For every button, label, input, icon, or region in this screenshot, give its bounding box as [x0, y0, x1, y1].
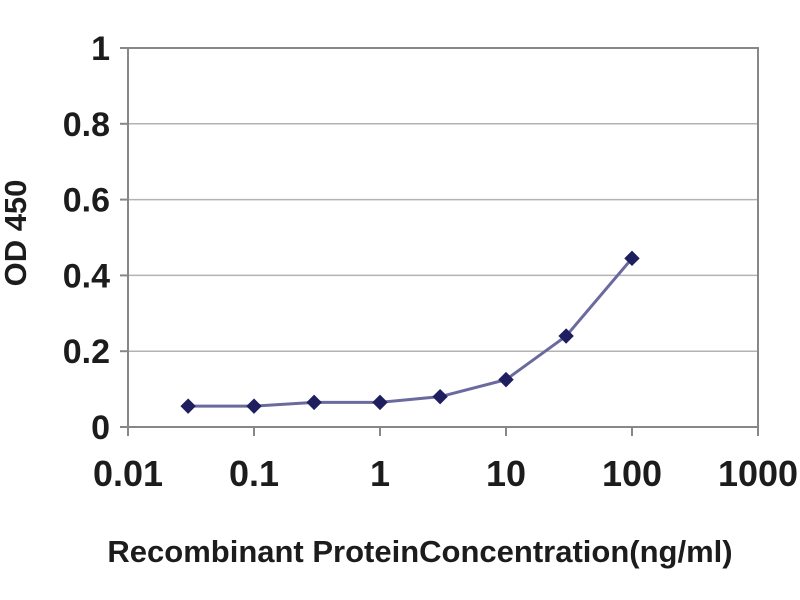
x-tick-label: 100 [602, 453, 662, 494]
y-axis-title: OD 450 [0, 179, 33, 287]
y-tick-label: 0.6 [63, 182, 110, 220]
x-tick-label: 1000 [718, 453, 798, 494]
y-tick-label: 0.4 [63, 257, 110, 295]
y-tick-label: 0.8 [63, 106, 110, 144]
y-tick-label: 0 [91, 409, 110, 447]
y-tick-label: 1 [91, 30, 110, 68]
plot-background [128, 48, 758, 427]
data-point-marker [246, 398, 262, 414]
data-point-marker [372, 394, 388, 411]
data-point-marker [306, 394, 322, 411]
data-series-line [186, 256, 634, 408]
x-tick-label: 10 [486, 453, 526, 494]
data-point-marker [498, 371, 514, 388]
x-tick-label: 0.1 [229, 453, 279, 494]
x-axis-title: Recombinant ProteinConcentration(ng/ml) [107, 534, 733, 569]
data-point-marker [180, 398, 196, 414]
plot-border [127, 47, 759, 428]
data-point-marker [624, 250, 640, 267]
data-point-marker [558, 328, 574, 344]
x-tick-label: 0.01 [93, 453, 163, 494]
y-tick-label: 0.2 [63, 333, 110, 371]
x-tick-label: 1 [370, 453, 390, 494]
data-point-marker [432, 388, 448, 405]
